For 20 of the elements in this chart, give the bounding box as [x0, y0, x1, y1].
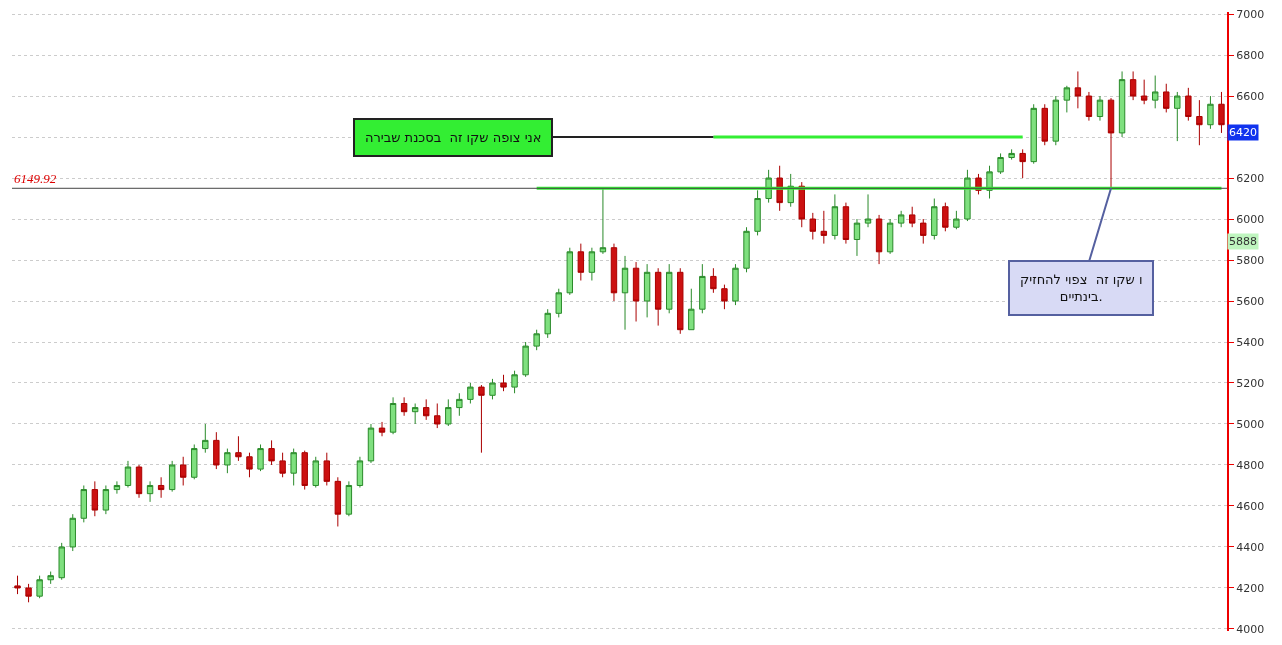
annotation: 6420 [1229, 126, 1257, 139]
y-tick-label: 6000 [1236, 212, 1265, 226]
y-tick-label: 4600 [1236, 499, 1265, 513]
y-tick-label: 6800 [1236, 48, 1265, 62]
annotation: 5888 [1229, 235, 1257, 248]
y-tick-label: 4800 [1236, 458, 1265, 472]
y-tick-label: 4000 [1236, 622, 1265, 636]
y-tick-label: 6600 [1236, 89, 1265, 103]
y-tick-label: 7000 [1236, 7, 1265, 21]
y-tick-label: 5800 [1236, 253, 1265, 267]
y-tick-label: 4200 [1236, 581, 1265, 595]
y-tick-label: 5000 [1236, 417, 1265, 431]
y-tick-label: 6200 [1236, 171, 1265, 185]
annotation: אני צופה שקו זה בסכנת שבירה [365, 130, 542, 145]
y-tick-label: 5600 [1236, 294, 1265, 308]
y-tick-label: 4400 [1236, 540, 1265, 554]
ref-line-label: 6149.92 [14, 171, 57, 186]
y-tick-label: 5400 [1236, 335, 1265, 349]
annotation: ו שקו זה צפוי להחזיק בינתיים. [1020, 272, 1143, 304]
y-tick-label: 5200 [1236, 376, 1265, 390]
